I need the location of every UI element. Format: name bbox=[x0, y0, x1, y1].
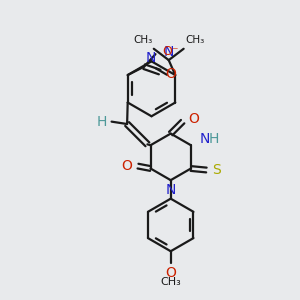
Text: H: H bbox=[209, 132, 219, 146]
Text: H: H bbox=[97, 115, 107, 129]
Text: O: O bbox=[166, 67, 176, 81]
Text: S: S bbox=[212, 163, 221, 177]
Text: N: N bbox=[166, 183, 176, 197]
Text: N: N bbox=[199, 132, 210, 146]
Text: N: N bbox=[164, 45, 174, 59]
Text: CH₃: CH₃ bbox=[133, 34, 152, 45]
Text: O: O bbox=[188, 112, 199, 126]
Text: CH₃: CH₃ bbox=[160, 277, 181, 286]
Text: CH₃: CH₃ bbox=[185, 34, 204, 45]
Text: N: N bbox=[146, 52, 156, 65]
Text: O: O bbox=[122, 159, 133, 173]
Text: O⁻: O⁻ bbox=[162, 45, 178, 58]
Text: O: O bbox=[165, 266, 176, 280]
